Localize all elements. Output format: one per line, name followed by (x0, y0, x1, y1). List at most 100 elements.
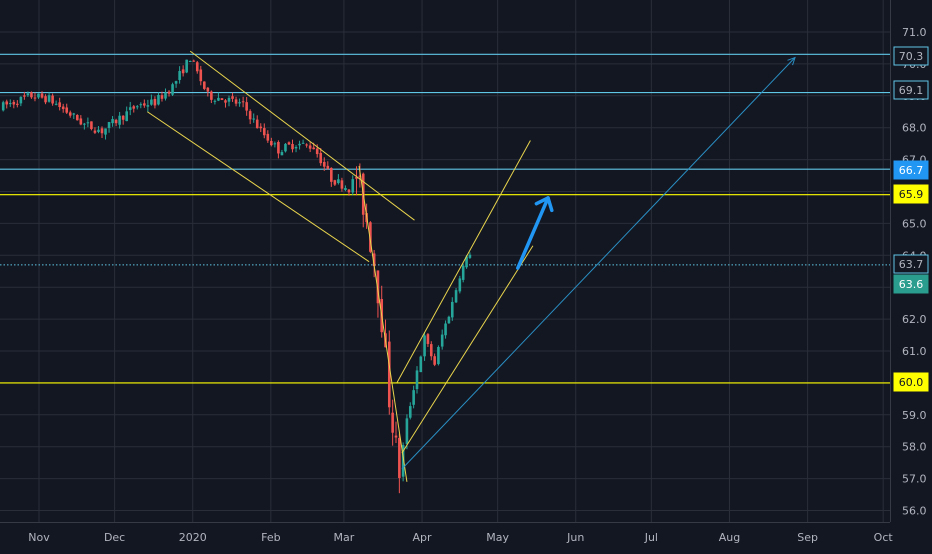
candle-body (121, 115, 125, 120)
x-tick-label: Mar (334, 531, 355, 544)
y-tick-label: 58.0 (902, 441, 927, 454)
x-tick-label: Oct (874, 531, 894, 544)
candle-body (54, 103, 58, 105)
x-tick-label: Apr (413, 531, 433, 544)
y-tick-label: 61.0 (902, 345, 927, 358)
candle-body (305, 144, 308, 146)
candle-body (83, 123, 86, 125)
candle-body (150, 99, 153, 105)
candle-body (192, 60, 196, 62)
candle-body (12, 101, 16, 105)
candle-body (23, 95, 26, 97)
price-label-badge (893, 46, 929, 66)
candle-body (195, 62, 199, 72)
price-label-value: 63.6 (899, 278, 924, 291)
candle-body (44, 96, 47, 103)
candle-body (5, 101, 9, 105)
x-tick-label: Aug (719, 531, 740, 544)
candle-body (160, 95, 164, 99)
candle-body (423, 335, 426, 357)
y-tick-label: 57.0 (902, 473, 927, 486)
candle-body (157, 95, 160, 105)
x-tick-label: Sep (797, 531, 818, 544)
candle-body (19, 96, 23, 104)
candle-body (51, 95, 54, 104)
candle-body (132, 106, 136, 109)
candle-body (107, 122, 111, 128)
candle-body (206, 87, 210, 92)
price-label-badge (893, 160, 929, 180)
candle-body (255, 119, 259, 129)
candle-body (143, 103, 146, 106)
candle-body (245, 102, 248, 111)
x-tick-label: May (486, 531, 509, 544)
candle-body (398, 437, 401, 478)
candle-body (426, 334, 430, 344)
candle-body (234, 99, 238, 104)
candle-body (440, 334, 444, 347)
candle-body (277, 141, 280, 154)
candle-body (308, 145, 312, 149)
candle-body (72, 113, 76, 115)
candle-body (125, 111, 128, 122)
candle-body (391, 412, 394, 433)
candle-body (433, 356, 436, 365)
candle-body (185, 59, 188, 73)
candle-body (447, 316, 451, 324)
candle-body (47, 95, 51, 102)
candle-body (340, 180, 344, 189)
y-tick-label: 71.0 (902, 26, 927, 39)
price-label-value: 66.7 (899, 164, 924, 177)
candle-body (174, 81, 178, 84)
x-tick-label: Dec (104, 531, 125, 544)
target-arrow-head (787, 56, 796, 66)
candle-body (213, 100, 217, 102)
candle-body (61, 106, 65, 110)
trendline (358, 165, 408, 482)
candle-body (146, 105, 150, 107)
candle-body (90, 121, 93, 130)
candle-body (178, 71, 181, 80)
candle-body (326, 165, 330, 169)
candle-body (181, 69, 185, 74)
candle-body (270, 140, 273, 146)
x-tick-label: Feb (261, 531, 280, 544)
candle-body (37, 93, 40, 98)
candle-body (280, 152, 284, 156)
candle-body (100, 128, 104, 134)
trendline (147, 111, 370, 263)
candle-body (76, 114, 79, 121)
candle-body (65, 107, 69, 113)
price-label-value: 63.7 (899, 258, 924, 271)
x-tick-label: Jun (566, 531, 584, 544)
candle-body (16, 103, 19, 105)
candle-body (248, 111, 252, 120)
price-label-value: 70.3 (899, 50, 924, 63)
candle-body (429, 344, 433, 357)
candle-body (167, 91, 171, 94)
candle-body (128, 107, 132, 110)
candle-body (58, 102, 61, 108)
candle-body (135, 106, 139, 108)
candle-body (387, 341, 391, 408)
candle-body (450, 301, 454, 318)
candle-body (322, 161, 326, 167)
candle-body (369, 222, 372, 252)
candle-body (358, 175, 362, 178)
candle-body (454, 290, 458, 303)
y-tick-label: 56.0 (902, 505, 927, 518)
candle-body (210, 91, 213, 100)
candle-body (401, 445, 405, 477)
candle-body (104, 128, 107, 135)
price-label-value: 60.0 (899, 376, 924, 389)
candle-body (284, 143, 287, 152)
candle-body (8, 103, 12, 105)
candle-body (86, 122, 90, 124)
candle-body (437, 346, 440, 365)
candle-body (337, 179, 340, 184)
candle-body (273, 143, 277, 145)
candle-body (259, 126, 263, 129)
candle-body (347, 189, 351, 193)
